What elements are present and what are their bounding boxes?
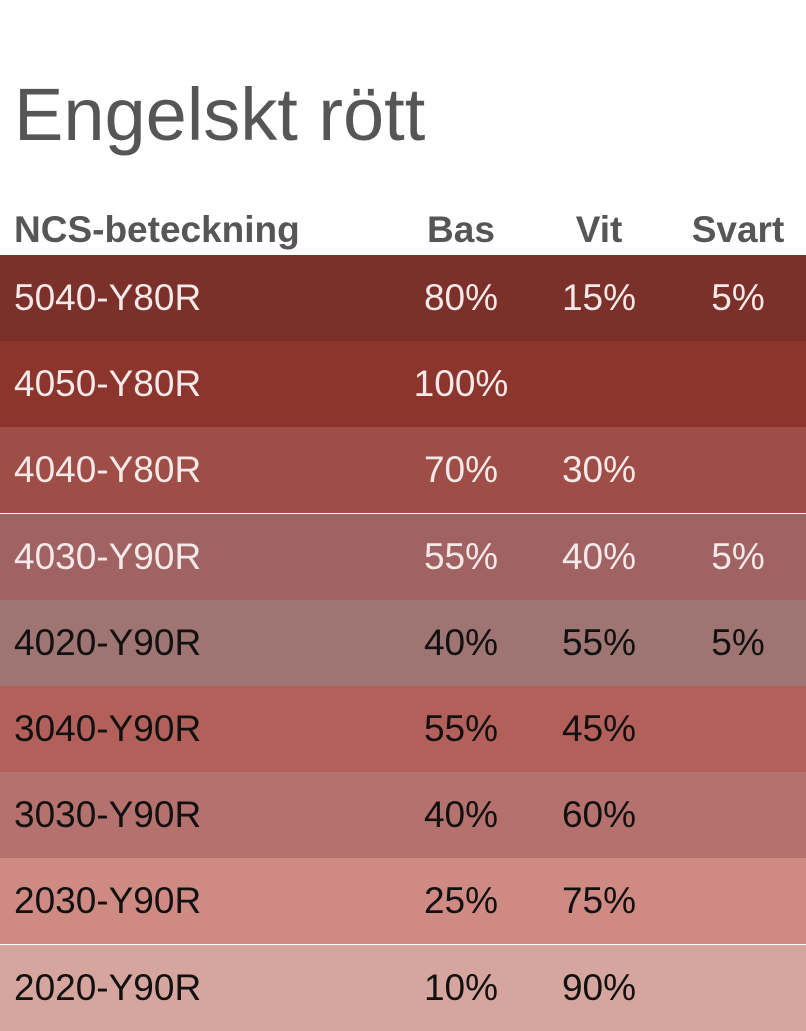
cell-vit: 40% [561, 535, 637, 577]
cell-svart: 5% [711, 621, 765, 663]
table-row: 2020-Y90R 10% 90% [0, 944, 806, 1031]
cell-bas: 100% [413, 363, 509, 405]
cell-ncs: 4040-Y80R [14, 449, 202, 491]
cell-svart: 5% [711, 535, 765, 577]
cell-bas: 70% [423, 449, 499, 491]
page-title: Engelskt rött [14, 73, 426, 156]
table-row: 3030-Y90R 40% 60% [0, 772, 806, 859]
table-row: 4050-Y80R 100% [0, 341, 806, 428]
cell-vit: 90% [561, 966, 637, 1008]
table-row: 4020-Y90R 40% 55% 5% [0, 599, 806, 686]
cell-ncs: 4050-Y80R [14, 363, 202, 405]
table-row: 4040-Y80R 70% 30% [0, 427, 806, 514]
cell-ncs: 4020-Y90R [14, 621, 202, 663]
cell-bas: 10% [423, 966, 499, 1008]
table-row: 5040-Y80R 80% 15% 5% [0, 255, 806, 341]
cell-bas: 25% [423, 880, 499, 922]
cell-ncs: 5040-Y80R [14, 277, 202, 318]
cell-bas: 80% [423, 277, 499, 318]
cell-bas: 40% [423, 621, 499, 663]
cell-bas: 55% [423, 535, 499, 577]
header-ncs: NCS-beteckning [14, 209, 300, 250]
cell-ncs: 3040-Y90R [14, 708, 202, 749]
cell-vit: 55% [561, 621, 637, 663]
table-header: NCS-beteckning Bas Vit Svart [0, 208, 806, 252]
table-row: 2030-Y90R 25% 75% [0, 858, 806, 945]
header-svart: Svart [691, 209, 785, 250]
cell-ncs: 2030-Y90R [14, 880, 202, 922]
cell-bas: 40% [423, 794, 499, 836]
header-bas: Bas [427, 209, 495, 250]
table-row: 3040-Y90R 55% 45% [0, 686, 806, 772]
cell-vit: 15% [561, 277, 637, 318]
cell-vit: 30% [561, 449, 637, 491]
cell-svart: 5% [711, 277, 765, 318]
table-row: 4030-Y90R 55% 40% 5% [0, 513, 806, 600]
cell-bas: 55% [423, 708, 499, 749]
cell-vit: 45% [561, 708, 637, 749]
cell-vit: 75% [561, 880, 637, 922]
cell-ncs: 3030-Y90R [14, 794, 202, 836]
cell-ncs: 2020-Y90R [14, 966, 202, 1008]
cell-vit: 60% [561, 794, 637, 836]
cell-ncs: 4030-Y90R [14, 535, 202, 577]
header-vit: Vit [575, 209, 623, 250]
